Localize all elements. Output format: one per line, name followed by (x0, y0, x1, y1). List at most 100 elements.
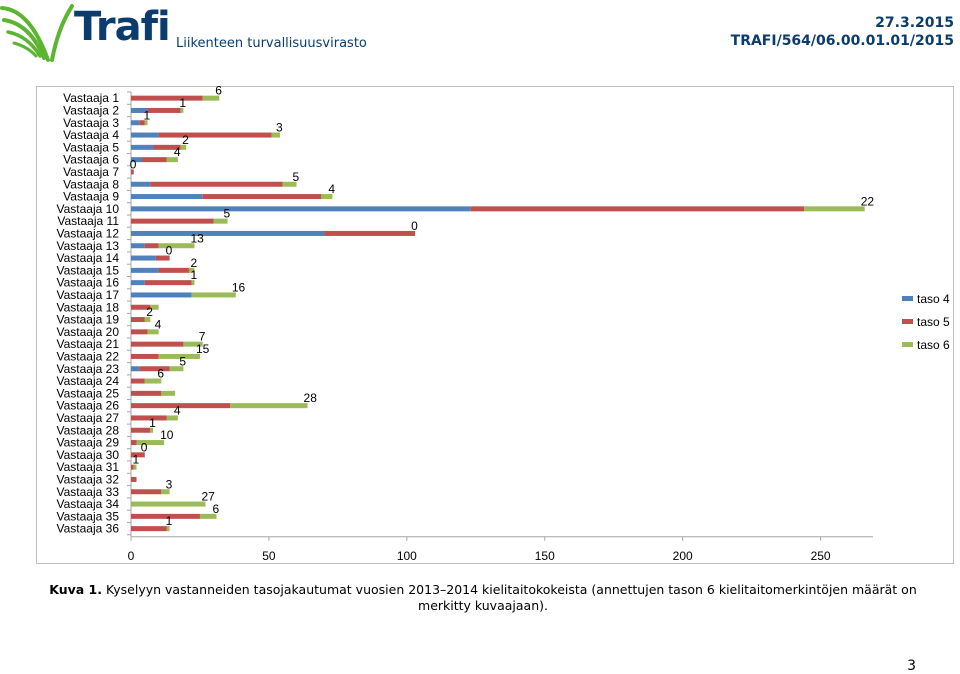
bar-taso-6 (202, 95, 220, 101)
bar-taso-4 (131, 255, 156, 261)
category-label: Vastaaja 30 (57, 448, 120, 462)
bar-taso-5 (144, 280, 192, 286)
bar-taso-6 (144, 317, 151, 323)
category-label: Vastaaja 1 (63, 91, 119, 105)
legend-label: taso 6 (917, 338, 950, 352)
category-label: Vastaaja 24 (57, 374, 120, 388)
bar-taso-6 (150, 427, 154, 433)
brand-subtitle: Liikenteen turvallisuusvirasto (176, 36, 367, 51)
bar-taso-5 (131, 427, 151, 433)
bar-taso-4 (131, 107, 148, 113)
data-label: 0 (130, 157, 137, 171)
bar-taso-6 (183, 341, 203, 347)
bar-taso-5 (131, 353, 159, 359)
data-label: 16 (232, 280, 246, 294)
bar-taso-5 (139, 366, 170, 372)
bar-taso-4 (131, 194, 203, 200)
category-label: Vastaaja 23 (57, 362, 120, 376)
category-label: Vastaaja 31 (57, 460, 120, 474)
bar-taso-6 (133, 464, 137, 470)
bar-taso-6 (147, 329, 159, 335)
legend-swatch (902, 319, 913, 324)
bar-taso-6 (166, 526, 170, 532)
data-label: 0 (411, 219, 418, 233)
bar-taso-5 (131, 390, 162, 396)
bar-taso-5 (131, 169, 134, 175)
bar-taso-5 (144, 243, 159, 249)
trafi-logo-swoosh-icon (0, 4, 74, 62)
bar-taso-5 (150, 181, 283, 187)
bar-taso-5 (131, 329, 148, 335)
bar-taso-6 (166, 157, 178, 163)
category-label: Vastaaja 10 (57, 202, 120, 216)
data-label: 5 (179, 354, 186, 368)
bar-taso-6 (169, 366, 184, 372)
data-label: 1 (179, 96, 186, 110)
page-number: 3 (907, 658, 916, 674)
bar-taso-6 (131, 501, 206, 507)
bar-taso-6 (188, 267, 195, 273)
bar-taso-4 (131, 157, 143, 163)
bar-taso-6 (166, 415, 178, 421)
legend-label: taso 4 (917, 292, 950, 306)
chart-frame (36, 86, 954, 564)
data-label: 6 (213, 502, 220, 516)
bar-taso-5 (202, 194, 322, 200)
data-label: 13 (190, 231, 204, 245)
category-label: Vastaaja 6 (63, 153, 119, 167)
x-tick-label: 100 (397, 549, 417, 563)
bar-taso-6 (213, 218, 228, 224)
document-date: 27.3.2015 (875, 15, 954, 31)
bar-taso-5 (470, 206, 805, 212)
category-label: Vastaaja 28 (57, 423, 120, 437)
bar-taso-5 (153, 144, 181, 150)
category-label: Vastaaja 18 (57, 300, 120, 314)
bar-taso-5 (131, 403, 231, 409)
data-label: 1 (133, 453, 140, 467)
figure-caption: Kuva 1. Kyselyyn vastanneiden tasojakaut… (48, 582, 918, 614)
legend-swatch (902, 296, 913, 301)
bar-taso-6 (150, 304, 159, 310)
bar-taso-6 (158, 353, 200, 359)
caption-label: Kuva 1. (49, 582, 102, 597)
bar-taso-6 (271, 132, 280, 138)
data-label: 5 (224, 207, 231, 221)
category-label: Vastaaja 36 (57, 522, 120, 536)
category-label: Vastaaja 15 (57, 263, 120, 277)
bar-taso-6 (161, 489, 170, 495)
bar-taso-5 (158, 132, 272, 138)
bar-taso-5 (131, 378, 145, 384)
data-label: 1 (190, 268, 197, 282)
data-label: 4 (328, 182, 335, 196)
bar-taso-6 (180, 107, 184, 113)
bar-taso-6 (144, 378, 162, 384)
category-label: Vastaaja 2 (63, 103, 119, 117)
data-label: 1 (144, 108, 151, 122)
bar-taso-5 (131, 513, 200, 519)
category-label: Vastaaja 19 (57, 313, 120, 327)
data-label: 6 (215, 86, 222, 98)
bar-taso-5 (131, 464, 134, 470)
category-label: Vastaaja 33 (57, 485, 120, 499)
data-label: 15 (196, 342, 210, 356)
data-label: 0 (166, 244, 173, 258)
bar-taso-5 (142, 157, 167, 163)
category-label: Vastaaja 20 (57, 325, 120, 339)
category-label: Vastaaja 4 (63, 128, 119, 142)
trafi-logo (0, 4, 74, 62)
bar-taso-6 (144, 120, 148, 126)
data-label: 5 (293, 170, 300, 184)
bar-taso-4 (131, 230, 325, 236)
bar-taso-5 (131, 440, 137, 446)
bar-taso-6 (282, 181, 297, 187)
category-label: Vastaaja 11 (57, 214, 119, 228)
bar-taso-4 (131, 267, 159, 273)
legend-label: taso 5 (917, 315, 950, 329)
x-tick-label: 200 (673, 549, 693, 563)
bar-taso-6 (191, 280, 195, 286)
data-label: 4 (174, 145, 181, 159)
data-label: 4 (155, 317, 162, 331)
category-label: Vastaaja 9 (63, 190, 119, 204)
category-label: Vastaaja 13 (57, 239, 120, 253)
